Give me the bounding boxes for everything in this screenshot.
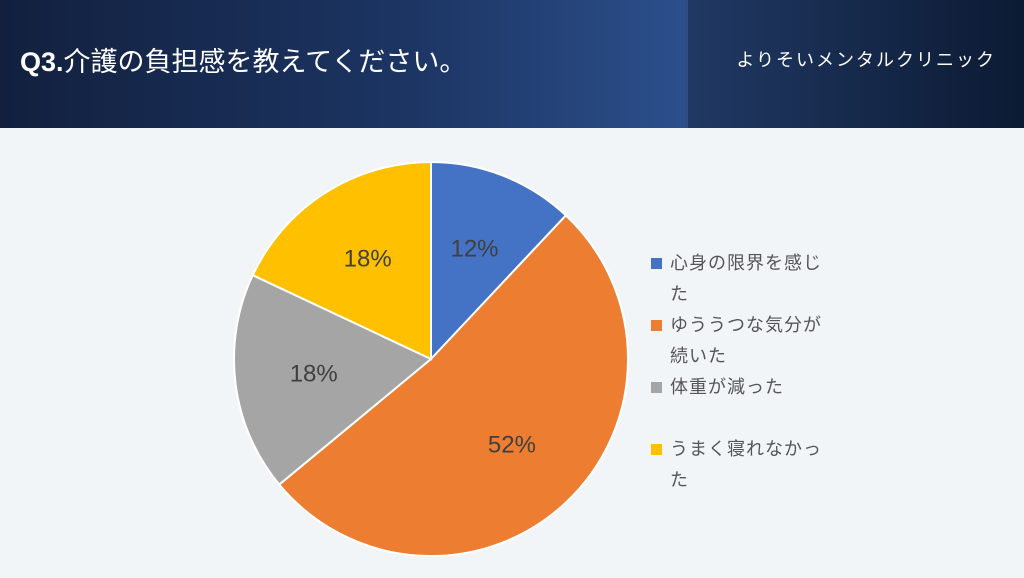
pie-slice-4 bbox=[251, 160, 432, 361]
legend-item-1: 心身の限界を感じた bbox=[650, 248, 840, 310]
chart-legend: 心身の限界を感じた ゆううつな気分が続いた体重が減ったうまく寝れなかった bbox=[650, 248, 840, 496]
legend-item-3: 体重が減った bbox=[650, 372, 840, 434]
question-title: Q3.介護の負担感を教えてください。 bbox=[20, 44, 466, 81]
legend-label: うまく寝れなかった bbox=[670, 439, 822, 491]
pie-data-label-3: 18% bbox=[290, 360, 338, 387]
pie-slice-2 bbox=[277, 213, 629, 557]
legend-label: ゆううつな気分が続いた bbox=[670, 315, 822, 367]
legend-label: 心身の限界を感じた bbox=[670, 253, 822, 305]
pie-data-label-2: 52% bbox=[488, 432, 536, 459]
pie-slice-3 bbox=[233, 273, 433, 486]
question-text: 介護の負担感を教えてください。 bbox=[63, 47, 467, 78]
legend-swatch bbox=[651, 382, 662, 393]
legend-swatch bbox=[651, 258, 662, 269]
pie-data-label-1: 12% bbox=[450, 236, 498, 263]
legend-label: 体重が減った bbox=[670, 377, 784, 398]
legend-swatch bbox=[651, 320, 662, 331]
clinic-name: よりそいメンタルクリニック bbox=[736, 50, 996, 71]
header-divider bbox=[687, 0, 688, 128]
question-number: Q3. bbox=[20, 47, 64, 77]
legend-item-2: ゆううつな気分が続いた bbox=[650, 310, 840, 372]
legend-item-4: うまく寝れなかった bbox=[650, 434, 840, 496]
header-bar: Q3.介護の負担感を教えてください。 よりそいメンタルクリニック bbox=[0, 0, 1024, 128]
legend-swatch bbox=[651, 444, 662, 455]
pie-slice-1 bbox=[430, 160, 568, 362]
pie-data-label-4: 18% bbox=[344, 246, 392, 273]
